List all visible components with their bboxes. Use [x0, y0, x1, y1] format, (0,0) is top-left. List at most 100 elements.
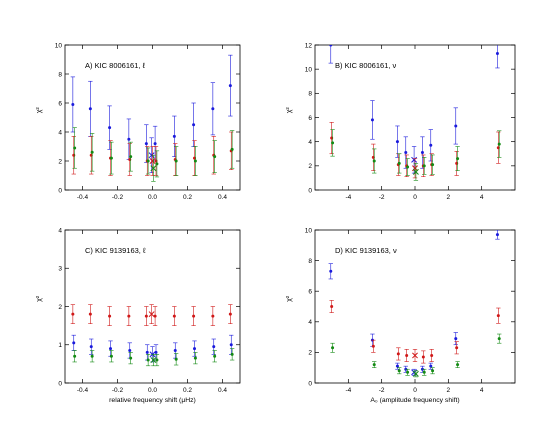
cross-marker: [412, 165, 418, 172]
series-green: [72, 348, 235, 367]
y-tick-label: 8: [58, 71, 62, 78]
y-tick-label: 10: [55, 42, 63, 49]
data-point: [193, 356, 197, 360]
data-point: [146, 159, 150, 163]
x-tick-label: -2: [379, 387, 385, 394]
data-point: [192, 123, 196, 127]
cross-marker: [412, 370, 419, 377]
data-point: [431, 163, 435, 167]
data-point: [173, 348, 177, 352]
data-point: [145, 350, 149, 354]
cross-marker: [148, 311, 155, 318]
data-point: [155, 162, 159, 166]
x-tick-label: -0.4: [77, 194, 89, 201]
cross-marker: [412, 168, 419, 175]
cross-marker: [150, 357, 157, 364]
y-tick-label: 12: [305, 42, 313, 49]
data-point: [406, 165, 410, 169]
data-point: [395, 140, 399, 144]
y-tick-label: 10: [305, 66, 313, 73]
data-point: [396, 352, 400, 356]
data-point: [431, 369, 435, 373]
data-point: [422, 370, 426, 374]
data-point: [429, 143, 433, 147]
data-point: [90, 150, 94, 154]
data-point: [129, 155, 133, 159]
data-point: [89, 345, 93, 349]
cross-marker: [411, 156, 418, 163]
y-tick-label: 6: [308, 115, 312, 122]
y-axis-label: χ²: [36, 107, 43, 114]
data-point: [73, 354, 77, 358]
x-tick-label: 0.0: [148, 194, 157, 201]
data-point: [154, 350, 158, 354]
y-tick-label: 0: [308, 187, 312, 194]
data-point: [397, 369, 401, 373]
data-point: [497, 337, 501, 341]
data-point: [72, 341, 76, 345]
data-point: [172, 134, 176, 138]
panel-title: B) KIC 8006161, ν: [335, 61, 397, 70]
x-tick-label: 4: [480, 387, 484, 394]
y-tick-label: 4: [308, 139, 312, 146]
y-tick-label: 0: [58, 187, 62, 194]
y-tick-label: 6: [308, 289, 312, 296]
x-tick-label: 0.0: [148, 387, 157, 394]
y-tick-label: 1: [58, 342, 62, 349]
plot-area: [70, 54, 235, 182]
data-point: [155, 358, 159, 362]
data-point: [422, 164, 426, 168]
data-point: [371, 344, 375, 348]
data-point: [228, 312, 232, 316]
data-point: [331, 141, 335, 145]
series-blue: [328, 45, 500, 174]
panel-title: D) KIC 9139163, ν: [335, 246, 397, 255]
x-tick-label: 0: [413, 194, 417, 201]
data-point: [144, 314, 148, 318]
x-tick-label: -4: [345, 387, 351, 394]
series-red: [329, 122, 501, 179]
data-point: [495, 233, 499, 237]
series-green: [330, 129, 502, 181]
data-point: [330, 305, 334, 308]
data-point: [192, 314, 196, 318]
data-point: [109, 156, 113, 160]
data-point: [229, 343, 233, 347]
data-point: [455, 346, 459, 350]
x-tick-label: 2: [447, 194, 451, 201]
series-red: [70, 304, 233, 326]
x-tick-label: 0.4: [218, 194, 227, 201]
panel-d-kic9139163-nu: -4 -2 0 2 4 0 2 4 6 8 10 χ² D) KIC 9139163, ν A₀ (amp…: [286, 227, 516, 404]
y-tick-label: 0: [308, 380, 312, 387]
panel-title: A) KIC 8006161, ℓ: [85, 61, 146, 70]
data-point: [421, 355, 425, 359]
data-point: [406, 370, 410, 374]
data-point: [213, 354, 217, 358]
data-point: [174, 357, 178, 361]
data-point: [456, 157, 460, 161]
y-tick-label: 3: [58, 266, 62, 273]
data-point: [397, 161, 401, 165]
data-point: [230, 147, 234, 151]
data-point: [88, 312, 92, 316]
data-point: [331, 346, 335, 350]
y-tick-label: 4: [58, 129, 62, 136]
data-point: [213, 155, 217, 159]
panel-c-kic9139163-l: -0.4 -0.2 0.0 0.2 0.4 0 1 2 3 4 χ² C) KIC 9139163, …: [36, 227, 241, 404]
data-point: [128, 348, 132, 352]
data-point: [153, 142, 157, 146]
x-axis-label: A₀ (amplitude frequency shift): [370, 397, 459, 404]
series-blue: [71, 334, 234, 363]
x-tick-label: 0: [413, 387, 417, 394]
data-point: [228, 84, 232, 88]
data-point: [372, 159, 376, 163]
y-tick-label: 6: [58, 100, 62, 107]
data-point: [230, 352, 234, 356]
data-point: [456, 363, 460, 367]
data-point: [88, 107, 92, 111]
data-point: [108, 126, 112, 130]
y-axis-label: χ²: [286, 295, 293, 302]
data-point: [146, 358, 150, 362]
